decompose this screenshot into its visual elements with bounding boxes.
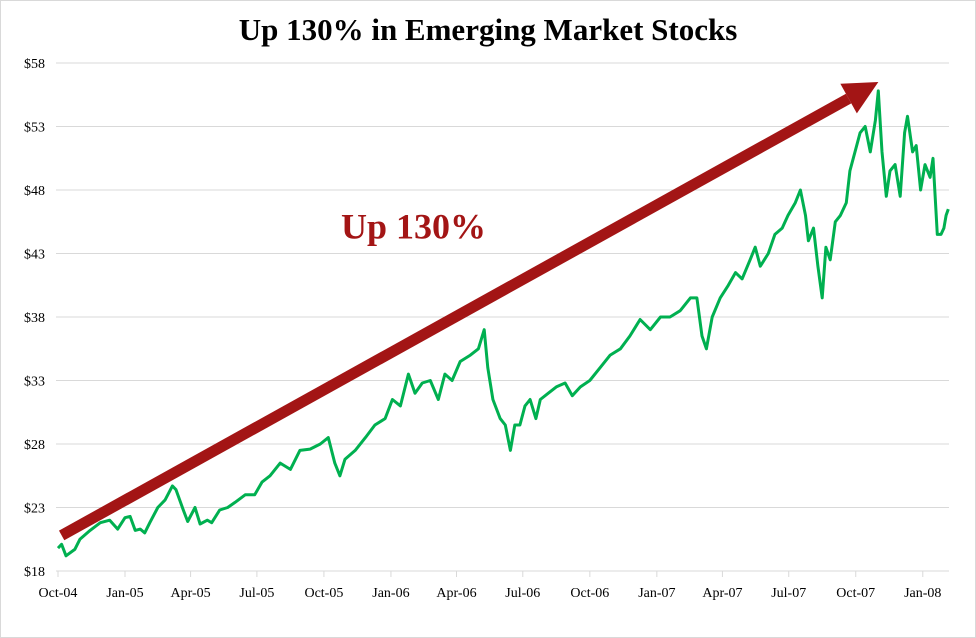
growth-annotation-label: Up 130% xyxy=(341,206,486,246)
price-series-line xyxy=(56,89,950,558)
y-tick-label: $53 xyxy=(24,121,45,136)
x-tick-label: Jul-07 xyxy=(771,586,806,601)
x-tick-label: Apr-05 xyxy=(171,586,211,601)
x-tick-label: Oct-05 xyxy=(304,586,343,601)
x-tick-label: Oct-04 xyxy=(39,586,78,601)
x-tick-label: Apr-06 xyxy=(436,586,476,601)
y-tick-label: $43 xyxy=(24,248,45,263)
x-tick-label: Jan-05 xyxy=(106,586,143,601)
x-tick-label: Apr-07 xyxy=(702,586,742,601)
growth-arrow-shaft xyxy=(58,93,852,541)
x-tick-label: Jan-07 xyxy=(638,586,675,601)
x-tick-label: Jul-06 xyxy=(505,586,540,601)
x-tick-label: Jul-05 xyxy=(239,586,274,601)
y-tick-label: $18 xyxy=(24,565,45,580)
x-tick-label: Jan-08 xyxy=(904,586,941,601)
y-tick-label: $23 xyxy=(24,502,45,517)
y-tick-label: $58 xyxy=(24,57,45,72)
y-tick-label: $28 xyxy=(24,438,45,453)
x-tick-label: Jan-06 xyxy=(372,586,409,601)
chart-title: Up 130% in Emerging Market Stocks xyxy=(238,12,738,47)
y-tick-label: $48 xyxy=(24,184,45,199)
growth-arrow-head xyxy=(840,82,879,114)
y-tick-label: $33 xyxy=(24,375,45,390)
x-tick-label: Oct-06 xyxy=(570,586,609,601)
y-tick-label: $38 xyxy=(24,311,45,326)
x-tick-label: Oct-07 xyxy=(836,586,875,601)
